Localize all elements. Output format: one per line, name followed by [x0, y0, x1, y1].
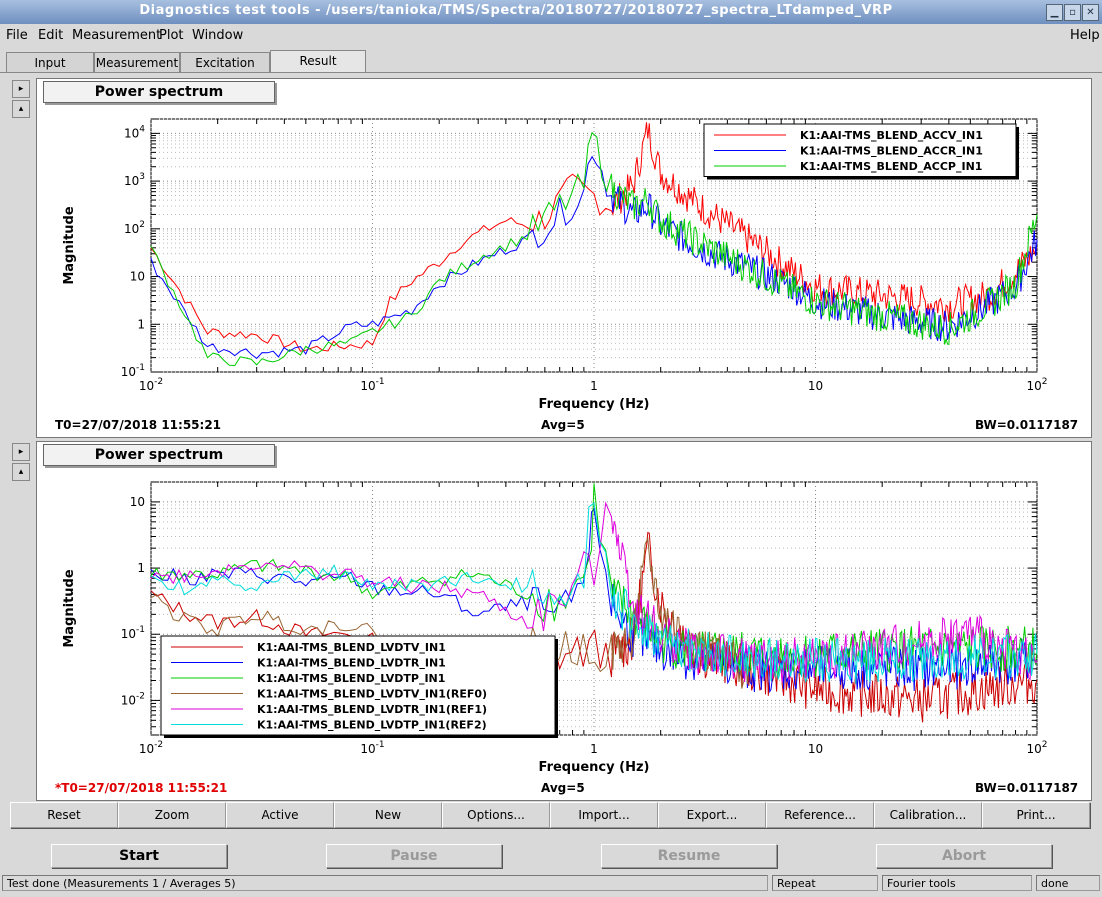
y-tick-label: 10-1	[121, 363, 145, 379]
y-tick-label: 10-1	[121, 625, 145, 641]
series-line-2	[150, 507, 1038, 694]
legend-label: K1:AAI-TMS_BLEND_ACCP_IN1	[800, 160, 982, 173]
toolbar-import-button[interactable]: Import...	[550, 802, 658, 828]
plot2-canvas[interactable]: 10-2 10-1 1 10 102 10-2 10-1 1 10 Frequency (Hz) M…	[37, 442, 1091, 800]
plot1-t0: T0=27/07/2018 11:55:21	[55, 418, 222, 432]
plot2-avg: Avg=5	[541, 781, 585, 795]
plot1-bw: BW=0.0117187	[975, 418, 1079, 432]
x-tick-label: 10	[808, 742, 823, 756]
tab-measurement[interactable]: Measurement	[94, 52, 180, 73]
plot-toolbar: Reset Zoom Active New Options... Import... Exp…	[10, 802, 1092, 828]
legend-label: K1:AAI-TMS_BLEND_LVDTP_IN1(REF2)	[257, 719, 487, 732]
close-button[interactable]: ✕	[1082, 4, 1099, 21]
legend-label: K1:AAI-TMS_BLEND_LVDTP_IN1	[257, 672, 445, 685]
toolbar-reset-button[interactable]: Reset	[10, 802, 118, 828]
status-repeat: Repeat	[772, 875, 878, 891]
tab-bar: Input Measurement Excitation Result	[0, 50, 1102, 74]
series-line-3	[150, 131, 1038, 367]
menu-file[interactable]: File	[6, 28, 28, 43]
legend-label: K1:AAI-TMS_BLEND_LVDTV_IN1	[257, 641, 446, 654]
plot2-title: Power spectrum	[43, 444, 275, 466]
y-tick-label: 10-2	[121, 691, 145, 707]
y-tick-label: 1	[137, 317, 145, 331]
x-tick-label: 102	[1026, 740, 1047, 756]
menu-measurement[interactable]: Measurement	[72, 28, 162, 43]
panel2-expand-button[interactable]: ▸	[12, 443, 30, 461]
plot1-avg: Avg=5	[541, 418, 585, 432]
tab-divider	[0, 72, 1102, 73]
status-bar: Test done (Measurements 1 / Averages 5) …	[0, 873, 1102, 895]
pause-button[interactable]: Pause	[326, 844, 502, 868]
x-tick-label: 10-2	[139, 377, 163, 393]
x-tick-label: 10-1	[360, 740, 384, 756]
plot1-canvas[interactable]: 10-2 10-1 1 10 10210-1110102103104Frequency …	[37, 79, 1091, 437]
y-tick-label: 103	[124, 172, 145, 188]
title-bar: Diagnostics test tools - /users/tanioka/…	[0, 0, 1102, 25]
x-tick-label: 1	[590, 742, 598, 756]
x-axis-label: Frequency (Hz)	[539, 397, 650, 412]
toolbar-active-button[interactable]: Active	[226, 802, 334, 828]
y-axis-label: Magnitude	[62, 569, 77, 648]
legend-label: K1:AAI-TMS_BLEND_LVDTV_IN1(REF0)	[257, 688, 487, 701]
series-line-6	[150, 502, 1038, 684]
y-tick-label: 10	[130, 495, 145, 509]
series-line-2	[150, 155, 1038, 360]
legend: K1:AAI-TMS_BLEND_LVDTV_IN1 K1:AAI-TMS_BLE…	[160, 635, 558, 738]
legend-label: K1:AAI-TMS_BLEND_ACCV_IN1	[800, 129, 983, 142]
toolbar-reference-button[interactable]: Reference...	[766, 802, 874, 828]
minimize-button[interactable]: ▁	[1046, 4, 1063, 21]
panel1-expand-button[interactable]: ▸	[12, 80, 30, 98]
panel2-collapse-button[interactable]: ▴	[12, 463, 30, 481]
menu-bar: File Edit Measurement Plot Window Help	[0, 24, 1102, 48]
x-tick-label: 102	[1026, 377, 1047, 393]
series-line-1	[150, 122, 1038, 352]
start-button[interactable]: Start	[51, 844, 227, 868]
toolbar-calibration-button[interactable]: Calibration...	[874, 802, 982, 828]
x-tick-label: 10-1	[360, 377, 384, 393]
abort-button[interactable]: Abort	[876, 844, 1052, 868]
menu-edit[interactable]: Edit	[38, 28, 64, 43]
tab-input[interactable]: Input	[6, 52, 94, 73]
status-message: Test done (Measurements 1 / Averages 5)	[2, 875, 768, 891]
menu-window[interactable]: Window	[192, 28, 244, 43]
legend-label: K1:AAI-TMS_BLEND_ACCR_IN1	[800, 145, 983, 158]
toolbar-options-button[interactable]: Options...	[442, 802, 550, 828]
y-tick-label: 1	[137, 561, 145, 575]
legend-label: K1:AAI-TMS_BLEND_LVDTR_IN1	[257, 657, 446, 670]
plot2-t0: *T0=27/07/2018 11:55:21	[55, 781, 228, 795]
status-tools: Fourier tools	[882, 875, 1032, 891]
tab-excitation[interactable]: Excitation	[180, 52, 270, 73]
legend: K1:AAI-TMS_BLEND_ACCV_IN1 K1:AAI-TMS_BLEN…	[703, 123, 1019, 180]
y-tick-label: 10	[130, 270, 145, 284]
series-line-4	[150, 536, 750, 689]
y-tick-label: 102	[124, 220, 145, 236]
x-tick-label: 10	[808, 379, 823, 393]
plot-panel-2[interactable]: Power spectrum 10-2 10-1 1 10 102 10-2 10-1 1 10…	[36, 441, 1092, 801]
toolbar-zoom-button[interactable]: Zoom	[118, 802, 226, 828]
x-tick-label: 10-2	[139, 740, 163, 756]
toolbar-new-button[interactable]: New	[334, 802, 442, 828]
y-grid	[151, 118, 1037, 373]
toolbar-export-button[interactable]: Export...	[658, 802, 766, 828]
panel1-collapse-button[interactable]: ▴	[12, 100, 30, 118]
menu-plot[interactable]: Plot	[159, 28, 184, 43]
legend-label: K1:AAI-TMS_BLEND_LVDTR_IN1(REF1)	[257, 703, 487, 716]
plot-panel-1[interactable]: Power spectrum 10-2 10-1 1 10 102 10-1 1 10 102 1…	[36, 78, 1092, 438]
resume-button[interactable]: Resume	[601, 844, 777, 868]
x-grid	[150, 119, 1038, 372]
x-axis-label: Frequency (Hz)	[539, 760, 650, 775]
tab-result[interactable]: Result	[270, 50, 366, 73]
maximize-button[interactable]: ▫	[1064, 4, 1081, 21]
plot2-bw: BW=0.0117187	[975, 781, 1079, 795]
status-state: done	[1036, 875, 1100, 891]
plot1-title: Power spectrum	[43, 81, 275, 103]
window-title: Diagnostics test tools - /users/tanioka/…	[139, 3, 893, 18]
x-tick-label: 1	[590, 379, 598, 393]
menu-help[interactable]: Help	[1070, 28, 1100, 43]
y-tick-label: 104	[124, 124, 145, 140]
toolbar-print-button[interactable]: Print...	[982, 802, 1090, 828]
y-axis-label: Magnitude	[62, 206, 77, 285]
